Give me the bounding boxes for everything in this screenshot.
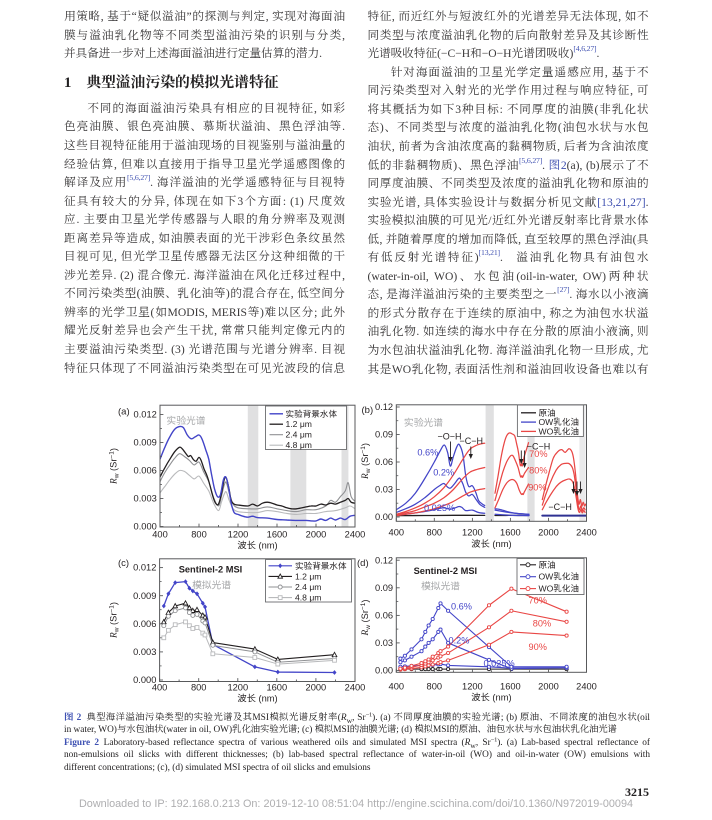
svg-text:2.4 μm: 2.4 μm xyxy=(295,582,321,592)
svg-text:实验光谱: 实验光谱 xyxy=(404,417,443,429)
svg-text:1200: 1200 xyxy=(462,528,483,538)
svg-text:400: 400 xyxy=(152,682,168,692)
svg-text:800: 800 xyxy=(191,529,207,539)
svg-text:0.00: 0.00 xyxy=(375,666,393,676)
svg-text:(d): (d) xyxy=(357,558,369,569)
svg-text:1200: 1200 xyxy=(462,681,483,691)
svg-text:(c): (c) xyxy=(118,558,129,569)
svg-text:0.12: 0.12 xyxy=(375,402,393,412)
svg-text:2000: 2000 xyxy=(538,528,559,538)
svg-text:−C−H: −C−H xyxy=(548,502,572,512)
svg-text:0.025%: 0.025% xyxy=(484,659,515,669)
svg-text:0.06: 0.06 xyxy=(375,611,393,621)
svg-text:实验背景水体: 实验背景水体 xyxy=(295,561,347,571)
svg-text:原油: 原油 xyxy=(539,408,557,418)
svg-text:90%: 90% xyxy=(528,483,546,493)
svg-text:0.00: 0.00 xyxy=(375,512,393,522)
svg-text:0.000: 0.000 xyxy=(134,522,157,532)
svg-text:Rw (Sr−1): Rw (Sr−1) xyxy=(109,448,121,485)
svg-text:−O−H: −O−H xyxy=(438,432,462,442)
svg-text:1600: 1600 xyxy=(500,681,521,691)
svg-text:波长 (nm): 波长 (nm) xyxy=(237,693,277,704)
svg-text:−C−H: −C−H xyxy=(460,436,484,446)
svg-text:0.009: 0.009 xyxy=(134,438,157,448)
svg-text:Rw (Sr−1): Rw (Sr−1) xyxy=(360,600,372,637)
svg-text:波长 (nm): 波长 (nm) xyxy=(471,538,511,549)
svg-text:1600: 1600 xyxy=(500,528,521,538)
svg-text:0.03: 0.03 xyxy=(375,485,393,495)
svg-text:0.012: 0.012 xyxy=(133,563,156,573)
svg-text:800: 800 xyxy=(427,681,443,691)
svg-text:2400: 2400 xyxy=(576,681,597,691)
svg-text:70%: 70% xyxy=(529,449,547,459)
svg-text:4.8 μm: 4.8 μm xyxy=(295,593,321,603)
svg-text:2400: 2400 xyxy=(345,682,366,692)
svg-text:2.4 μm: 2.4 μm xyxy=(286,430,312,440)
svg-text:模拟光谱: 模拟光谱 xyxy=(192,580,231,592)
svg-text:800: 800 xyxy=(427,528,443,538)
svg-text:400: 400 xyxy=(152,529,168,539)
svg-text:80%: 80% xyxy=(529,466,547,476)
svg-text:Rw (Sr−1): Rw (Sr−1) xyxy=(360,443,372,480)
svg-text:Rw (Sr−1): Rw (Sr−1) xyxy=(109,602,121,639)
svg-text:波长 (nm): 波长 (nm) xyxy=(471,692,511,703)
svg-text:原油: 原油 xyxy=(539,560,557,570)
svg-text:0.006: 0.006 xyxy=(134,466,157,476)
svg-text:4.8 μm: 4.8 μm xyxy=(286,440,312,450)
svg-text:0.6%: 0.6% xyxy=(417,448,438,458)
svg-text:1200: 1200 xyxy=(228,529,249,539)
svg-text:1200: 1200 xyxy=(227,682,248,692)
svg-text:2000: 2000 xyxy=(306,529,327,539)
svg-text:Sentinel-2 MSI: Sentinel-2 MSI xyxy=(179,565,243,575)
svg-text:WO乳化油: WO乳化油 xyxy=(539,584,580,594)
svg-text:80%: 80% xyxy=(533,619,551,629)
svg-text:实验背景水体: 实验背景水体 xyxy=(286,409,338,419)
svg-text:0.006: 0.006 xyxy=(133,619,156,629)
svg-text:模拟光谱: 模拟光谱 xyxy=(421,581,460,593)
svg-text:(a): (a) xyxy=(118,407,130,418)
svg-text:800: 800 xyxy=(191,682,207,692)
svg-text:2400: 2400 xyxy=(576,528,597,538)
svg-text:0.09: 0.09 xyxy=(375,430,393,440)
svg-text:0.06: 0.06 xyxy=(375,457,393,467)
svg-text:OW乳化油: OW乳化油 xyxy=(539,417,580,427)
svg-text:1.2 μm: 1.2 μm xyxy=(286,419,312,429)
svg-text:0.03: 0.03 xyxy=(375,638,393,648)
svg-text:1.2 μm: 1.2 μm xyxy=(295,571,321,581)
svg-text:0.012: 0.012 xyxy=(134,410,157,420)
svg-text:1600: 1600 xyxy=(266,682,287,692)
svg-text:WO乳化油: WO乳化油 xyxy=(539,426,580,436)
svg-text:90%: 90% xyxy=(529,642,547,652)
svg-text:400: 400 xyxy=(389,528,405,538)
svg-text:−C−H: −C−H xyxy=(527,442,551,452)
svg-text:1600: 1600 xyxy=(267,529,288,539)
svg-text:2000: 2000 xyxy=(306,682,327,692)
svg-text:70%: 70% xyxy=(529,596,547,606)
svg-text:0.000: 0.000 xyxy=(133,675,156,685)
svg-text:OW乳化油: OW乳化油 xyxy=(539,572,580,582)
svg-text:(b): (b) xyxy=(362,405,374,416)
svg-text:400: 400 xyxy=(389,681,405,691)
svg-text:0.025%: 0.025% xyxy=(424,503,455,513)
svg-text:0.6%: 0.6% xyxy=(451,602,472,612)
svg-text:波长 (nm): 波长 (nm) xyxy=(237,540,277,551)
svg-text:Sentinel-2 MSI: Sentinel-2 MSI xyxy=(414,566,478,576)
svg-text:0.09: 0.09 xyxy=(375,583,393,593)
svg-text:0.003: 0.003 xyxy=(133,647,156,657)
svg-text:0.003: 0.003 xyxy=(134,494,157,504)
svg-text:2400: 2400 xyxy=(345,529,366,539)
svg-text:0.009: 0.009 xyxy=(133,591,156,601)
svg-text:2000: 2000 xyxy=(538,681,559,691)
svg-text:0.2%: 0.2% xyxy=(433,468,454,478)
svg-text:0.2%: 0.2% xyxy=(449,636,470,646)
svg-text:0.12: 0.12 xyxy=(375,555,393,565)
svg-text:实验光谱: 实验光谱 xyxy=(167,415,206,427)
